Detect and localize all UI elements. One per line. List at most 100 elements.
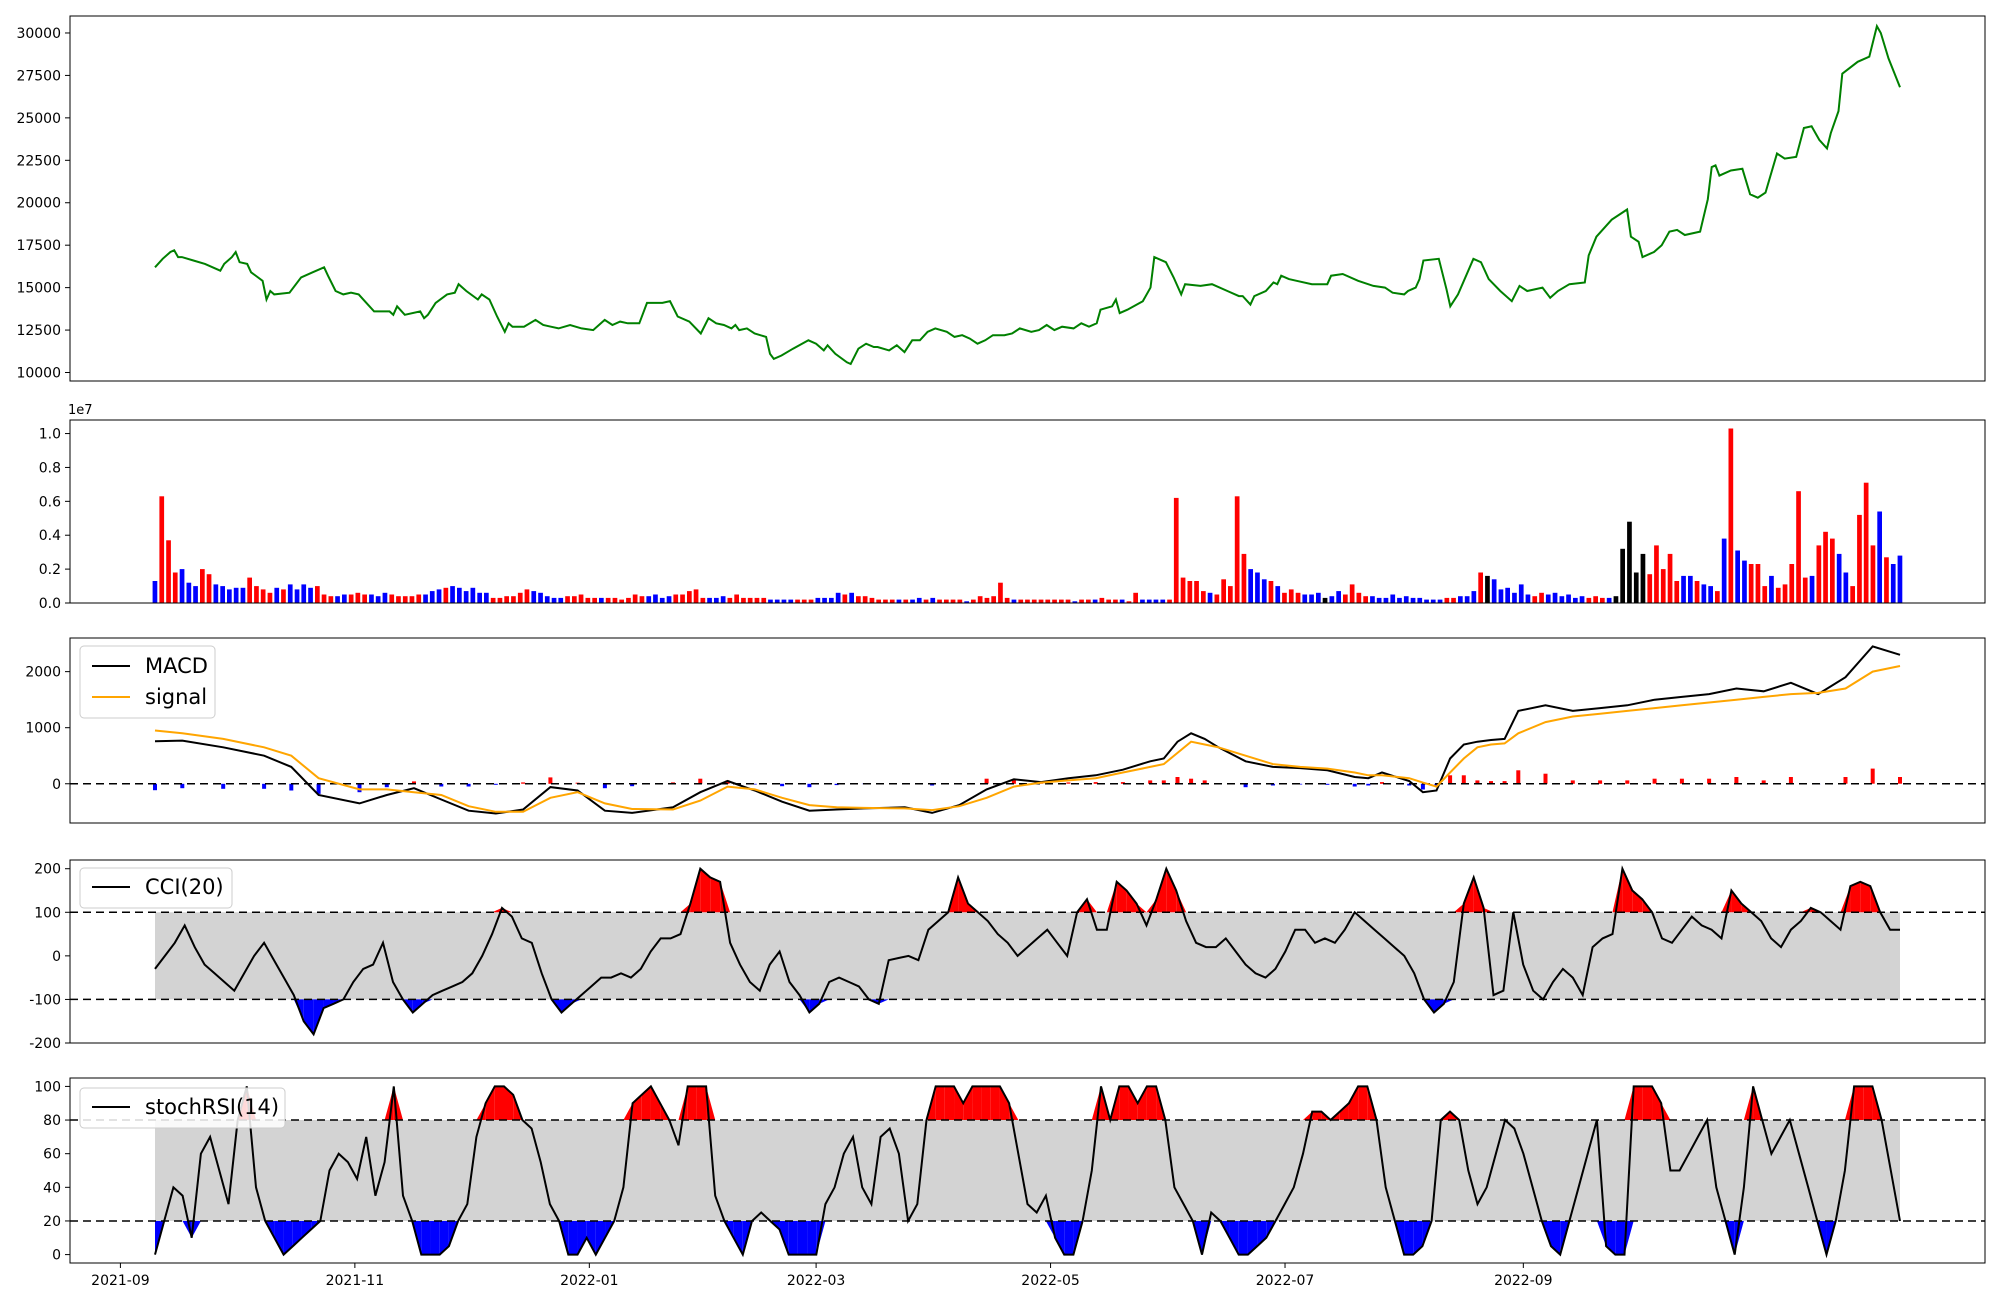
volume-bar	[815, 597, 821, 603]
stochrsi-overbought-fill	[1863, 1086, 1873, 1121]
volume-bar	[1850, 586, 1855, 603]
y-tick-label: 0.0	[39, 596, 61, 612]
volume-bar	[727, 597, 733, 603]
volume-bar	[260, 589, 266, 603]
volume-bar	[734, 594, 739, 603]
volume-bar	[172, 572, 178, 603]
volume-bar	[1485, 575, 1490, 603]
macd-histogram-bar	[1325, 783, 1330, 785]
cci-overbought-fill	[1166, 868, 1177, 913]
volume-bar	[849, 592, 854, 603]
stochrsi-oversold-fill	[1606, 1220, 1616, 1255]
stochrsi-overbought-fill	[954, 1086, 964, 1121]
macd-histogram-bar	[1298, 783, 1303, 785]
stochrsi-oversold-fill	[733, 1220, 743, 1255]
volume-bar	[599, 597, 604, 603]
volume-bar	[152, 581, 158, 603]
cci-neutral-band	[155, 912, 1900, 1000]
y-tick-label: 10000	[16, 366, 61, 382]
volume-bar	[700, 597, 706, 603]
volume-bar	[626, 597, 631, 603]
legend-stochrsi-label: stochRSI(14)	[145, 1095, 279, 1119]
volume-bar	[1045, 599, 1051, 603]
volume-bar	[998, 582, 1003, 603]
volume-bar	[1816, 545, 1822, 603]
price-line-layer	[154, 23, 1901, 366]
volume-bar	[389, 594, 395, 603]
volume-bar	[1140, 599, 1145, 603]
volume-bar	[1708, 586, 1713, 603]
volume-bar	[1079, 599, 1084, 603]
stochrsi-oversold-fill	[283, 1220, 293, 1255]
volume-bar	[916, 597, 922, 603]
volume-bar	[1119, 599, 1125, 603]
volume-bar	[240, 587, 246, 604]
volume-bar	[1640, 553, 1646, 603]
stochrsi-overbought-fill	[1137, 1086, 1147, 1121]
volume-bar	[558, 597, 564, 603]
cci-overbought-fill	[1156, 868, 1167, 913]
legend-macd-label: MACD	[145, 654, 208, 678]
stochrsi-overbought-fill	[1146, 1086, 1157, 1121]
volume-bar	[1011, 599, 1017, 603]
volume-bar	[856, 596, 861, 603]
macd-histogram-bar	[1625, 780, 1630, 784]
volume-bar	[396, 596, 401, 603]
volume-bar	[578, 594, 584, 603]
volume-bar	[1187, 581, 1193, 603]
y-tick-label: 100	[34, 1079, 61, 1095]
volume-bar-layer	[152, 428, 1903, 604]
volume-bar	[1268, 581, 1274, 603]
volume-bar	[1282, 592, 1287, 603]
volume-bar	[1694, 581, 1700, 603]
volume-bar	[463, 591, 469, 603]
macd-histogram-bar	[698, 778, 703, 784]
volume-bar	[795, 599, 800, 603]
volume-bar	[287, 584, 293, 603]
cci-overbought-fill	[710, 877, 721, 913]
volume-bar	[1796, 491, 1801, 603]
macd-line-layer	[70, 645, 1985, 815]
volume-bar	[1173, 497, 1179, 603]
volume-bar	[402, 596, 408, 603]
volume-bar	[1370, 596, 1375, 603]
y-tick-label: 0.4	[39, 528, 61, 544]
volume-bar	[369, 594, 374, 603]
stochrsi-oversold-fill	[595, 1220, 606, 1255]
stochrsi-oversold-fill	[1064, 1220, 1074, 1255]
cci-overbought-fill	[720, 881, 731, 913]
volume-bar	[653, 594, 658, 603]
macd-histogram-bar	[412, 781, 416, 784]
macd-histogram-bar	[1475, 780, 1480, 784]
volume-bar	[707, 597, 712, 603]
stochrsi-oversold-fill	[1551, 1220, 1561, 1255]
y-tick-label: 1000	[25, 721, 61, 737]
macd-histogram-bar	[1843, 777, 1848, 784]
volume-bar	[1667, 553, 1673, 603]
volume-bar	[1180, 577, 1186, 603]
y-tick-label: 20	[43, 1214, 61, 1230]
volume-bar	[910, 599, 915, 603]
volume-bar	[835, 592, 841, 603]
volume-bar	[1201, 591, 1206, 603]
stochrsi-oversold-fill	[1247, 1220, 1258, 1255]
macd-histogram-bar	[1652, 778, 1657, 784]
volume-bar	[632, 594, 638, 603]
volume-bar	[1004, 597, 1010, 603]
volume-bar	[1072, 601, 1078, 603]
volume-bar	[1038, 599, 1044, 603]
volume-bar	[1471, 591, 1477, 603]
volume-bar	[1512, 592, 1517, 603]
volume-bar	[1545, 594, 1551, 603]
y-tick-label: 20000	[16, 196, 61, 212]
volume-bar	[1620, 548, 1625, 603]
volume-bar	[1539, 592, 1544, 603]
volume-bar	[335, 596, 340, 603]
volume-panel: 0.0 0.2 0.4 0.6 0.8 1.0 1e7	[39, 403, 1986, 612]
volume-bar	[1579, 596, 1585, 603]
volume-bar	[1146, 599, 1152, 603]
y-tick-label: 12500	[16, 323, 61, 339]
y-tick-label: 27500	[16, 68, 61, 84]
stochrsi-overbought-fill	[1128, 1086, 1138, 1121]
